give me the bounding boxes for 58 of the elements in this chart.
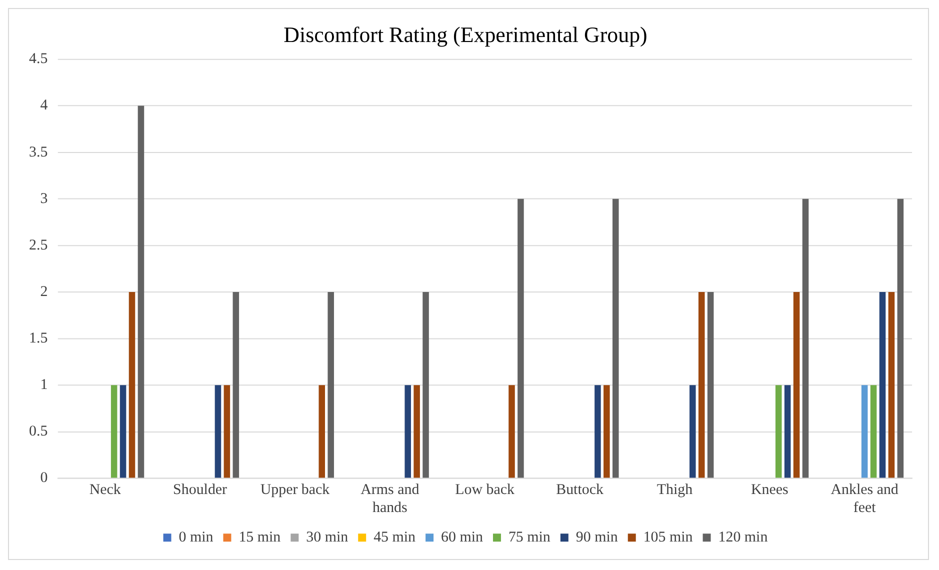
legend-label: 45 min — [374, 530, 416, 546]
x-tick-label: Arms and hands — [360, 482, 420, 516]
bar — [793, 292, 800, 478]
y-tick-label: 4.5 — [28, 51, 48, 68]
bar — [594, 385, 601, 478]
y-tick-label: 3 — [40, 190, 48, 207]
y-tick-label: 0 — [40, 470, 48, 486]
bar — [888, 292, 895, 478]
bar — [404, 385, 411, 478]
bar — [110, 385, 118, 478]
x-tick-label: Buttock — [556, 482, 604, 498]
x-tick-label: Low back — [455, 482, 516, 498]
bar — [604, 385, 610, 478]
y-tick-label: 0.5 — [28, 424, 48, 440]
bar — [612, 198, 619, 478]
bar — [784, 385, 791, 478]
bar — [318, 385, 326, 478]
bar — [775, 385, 782, 478]
y-tick-label: 4 — [40, 98, 48, 114]
bar — [879, 292, 886, 478]
y-tick-label: 3.5 — [28, 144, 48, 160]
bar — [690, 385, 696, 478]
bar — [414, 385, 420, 478]
x-tick-label: Upper back — [260, 482, 330, 498]
x-tick-label: Shoulder — [173, 482, 228, 498]
x-tick-label: Knees — [750, 482, 788, 498]
bar — [518, 198, 524, 478]
bar — [802, 198, 809, 478]
y-tick-label: 1.5 — [28, 330, 48, 347]
legend-label: 15 min — [238, 530, 282, 546]
bar — [508, 385, 515, 478]
bar — [698, 292, 705, 478]
y-tick-label: 2.5 — [28, 237, 48, 254]
bar — [214, 385, 222, 478]
bar — [128, 292, 136, 478]
legend-label: 90 min — [576, 530, 618, 546]
legend-label: 75 min — [508, 530, 551, 546]
bar — [422, 292, 429, 478]
bar — [870, 385, 877, 478]
bar — [232, 292, 240, 478]
legend-label: 30 min — [306, 530, 349, 546]
bar — [120, 385, 126, 478]
bar — [707, 292, 714, 478]
x-tick-label: Neck — [89, 482, 122, 498]
chart-title: Discomfort Rating (Experimental Group) — [284, 22, 648, 47]
legend-label: 0 min — [178, 530, 214, 546]
bar — [897, 198, 904, 478]
bar — [861, 385, 868, 478]
legend-label: 105 min — [643, 530, 694, 546]
bar — [328, 292, 334, 478]
y-tick-label: 2 — [40, 284, 48, 300]
legend-label: 60 min — [441, 530, 484, 546]
bar — [224, 385, 230, 478]
bar — [138, 106, 144, 478]
legend-label: 120 min — [718, 530, 768, 546]
y-tick-label: 1 — [40, 377, 48, 394]
x-tick-label: Thigh — [656, 482, 694, 498]
x-tick-label: Ankles and feet — [830, 482, 899, 516]
